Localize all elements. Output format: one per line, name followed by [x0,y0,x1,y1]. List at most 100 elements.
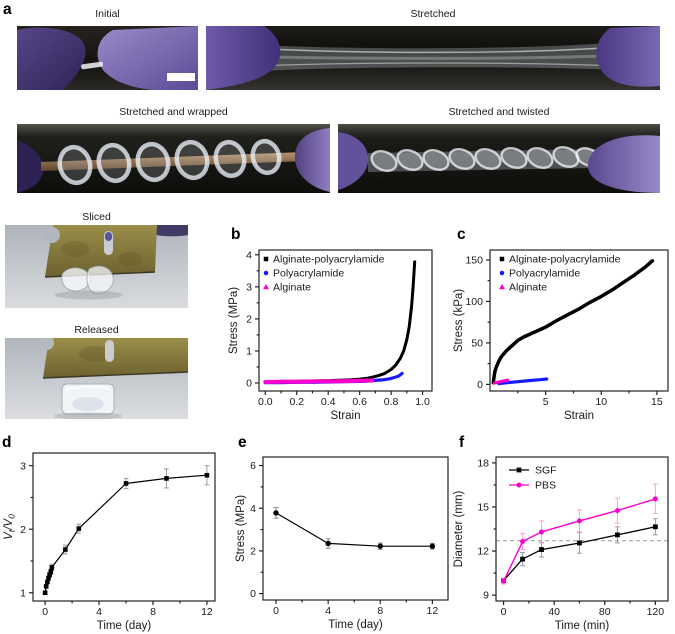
gel-spiral [57,138,282,186]
photo-released [5,338,188,419]
hydrogel-band [246,42,620,72]
panel-label-e: e [238,434,247,451]
svg-text:1: 1 [246,346,252,358]
svg-text:40: 40 [548,606,560,618]
svg-text:0: 0 [477,379,483,391]
svg-text:Stress (MPa): Stress (MPa) [228,287,240,354]
svg-text:15: 15 [477,502,489,514]
svg-text:5: 5 [543,396,549,408]
svg-text:2: 2 [250,546,256,558]
svg-text:Time (day): Time (day) [97,620,152,632]
svg-text:1: 1 [20,587,26,599]
svg-text:3: 3 [20,460,26,472]
svg-text:50: 50 [471,337,483,349]
svg-text:PBS: PBS [535,480,556,492]
shadow [54,412,122,419]
panel-label-a: a [3,1,12,18]
svg-text:9: 9 [483,590,489,602]
metal-rod [41,152,305,171]
svg-text:Alginate: Alginate [273,282,311,294]
svg-text:0.8: 0.8 [384,396,399,408]
svg-text:8: 8 [150,606,156,618]
gel-chunk [61,267,91,292]
svg-text:18: 18 [477,457,489,469]
glove-left [17,140,44,193]
svg-text:0: 0 [501,606,507,618]
svg-text:15: 15 [651,396,663,408]
svg-text:0.4: 0.4 [321,396,336,408]
gel-highlight [265,54,607,60]
blade-mottle [118,252,142,266]
blade-slot [105,340,114,362]
blade-edge [42,371,188,379]
photo-initial [17,26,198,90]
svg-text:Polyacrylamide: Polyacrylamide [273,268,344,280]
blade-mottle [79,346,111,362]
svg-text:8: 8 [377,605,383,617]
svg-text:Stress (MPa): Stress (MPa) [235,495,247,562]
svg-text:0.0: 0.0 [258,396,273,408]
svg-text:Polyacrylamide: Polyacrylamide [509,268,580,280]
photo-sliced [5,225,188,308]
svg-text:10: 10 [595,396,607,408]
glove-left [17,27,86,90]
chart-f-diameter-time: 0 40 80 120 9 12 15 18 Time (min) Diameter (mm) SG… [450,430,675,634]
svg-text:0.2: 0.2 [289,396,304,408]
svg-text:3: 3 [246,281,252,293]
svg-text:12: 12 [427,605,439,617]
razor-blade [43,338,188,378]
blade-notch [44,227,60,243]
gel-twists [370,146,601,172]
svg-text:Time (day): Time (day) [328,619,383,631]
svg-text:4: 4 [246,249,252,261]
svg-text:0: 0 [273,605,279,617]
blade-mottle [61,241,89,257]
svg-text:Time (min): Time (min) [555,620,610,632]
svg-text:Alginate: Alginate [509,282,547,294]
svg-text:Vt​/V0​: Vt​/V0​ [3,514,17,540]
svg-text:12: 12 [477,546,489,558]
svg-text:SGF: SGF [535,465,557,477]
chart-c-stress-strain-kpa: 5 10 15 0 50 100 150 Strain Stress (kPa) Alginate… [450,225,675,420]
svg-text:6: 6 [250,460,256,472]
glove-right [294,128,330,192]
blade-slot-glove [105,232,112,241]
panel-label-c: c [457,226,466,243]
scale-bar [167,73,195,81]
svg-text:4: 4 [96,606,102,618]
gel-highlight [251,62,617,67]
chart-b-stress-strain-mpa: 0.0 0.2 0.4 0.6 0.8 1.0 0 1 2 3 4 Strain Stress (MPa… [225,225,450,420]
svg-text:1.0: 1.0 [415,396,430,408]
glove-right [596,26,660,87]
svg-text:2: 2 [20,524,26,536]
caption-sliced: Sliced [82,211,111,223]
cube-highlight [65,386,110,391]
panel-label-f: f [459,434,465,451]
photo-wrapped [17,124,330,193]
svg-text:Strain: Strain [564,410,594,420]
caption-initial: Initial [95,8,120,20]
caption-wrapped: Stretched and wrapped [119,106,228,118]
svg-text:80: 80 [599,606,611,618]
shadow [55,290,123,300]
svg-text:4: 4 [325,605,331,617]
gel-chunk [86,265,114,294]
photo-background [206,26,660,90]
hydrogel-sample [81,61,104,70]
glove-right [587,135,660,193]
svg-text:Strain: Strain [330,410,360,420]
gel-highlight [251,46,617,54]
svg-text:0.6: 0.6 [352,396,367,408]
svg-text:Alginate-polyacrylamide: Alginate-polyacrylamide [273,254,385,266]
svg-text:100: 100 [465,296,483,308]
svg-text:4: 4 [250,503,256,515]
photo-twisted [338,124,660,193]
svg-text:2: 2 [246,313,252,325]
glove-left [338,132,369,190]
caption-released: Released [74,324,119,336]
razor-blade [45,225,157,277]
caption-twisted: Stretched and twisted [448,106,550,118]
svg-text:0: 0 [246,378,252,390]
blade-notch [40,338,54,350]
